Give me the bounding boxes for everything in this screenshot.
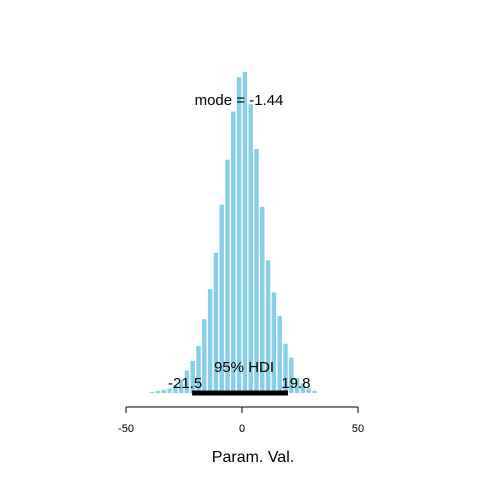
histogram-bar xyxy=(260,206,265,393)
histogram-bar xyxy=(161,389,166,393)
histogram-bar xyxy=(306,388,311,393)
hdi-high-label: 19.8 xyxy=(281,375,310,392)
histogram-bar xyxy=(312,390,317,393)
hdi-annotation: 95% HDI -21.5 19.8 xyxy=(168,359,311,396)
histogram-bar xyxy=(155,390,161,393)
histogram-bar xyxy=(231,111,236,393)
histogram-bar xyxy=(167,388,172,393)
histogram-bar xyxy=(236,77,242,393)
histogram-bar xyxy=(184,370,190,393)
histogram-bar xyxy=(173,385,178,393)
x-tick-label: 50 xyxy=(352,423,364,435)
x-axis: -50 0 50 xyxy=(118,406,364,435)
histogram-bar xyxy=(277,315,282,393)
histogram-bar xyxy=(283,343,288,393)
histogram-bar xyxy=(300,383,306,393)
x-axis-label: Param. Val. xyxy=(212,449,294,466)
histogram-bar xyxy=(202,319,207,393)
histogram-bar xyxy=(219,204,224,393)
histogram-bar xyxy=(265,260,271,393)
histogram-bar xyxy=(294,378,300,393)
x-tick-label: 0 xyxy=(239,423,245,435)
x-ticks: -50 0 50 xyxy=(118,407,364,435)
hdi-low-label: -21.5 xyxy=(168,375,202,392)
histogram-bar xyxy=(271,292,277,393)
histogram-bar xyxy=(207,289,213,393)
mode-label: mode = -1.44 xyxy=(195,92,284,109)
histogram-bars xyxy=(149,72,317,393)
histogram-bar xyxy=(254,149,259,393)
histogram-bar xyxy=(190,360,195,393)
histogram-bar xyxy=(178,380,184,393)
histogram-bar xyxy=(213,252,219,393)
histogram-bar xyxy=(248,104,253,393)
histogram-bar xyxy=(149,391,155,393)
histogram-bar xyxy=(196,345,201,393)
histogram-bar xyxy=(242,72,248,393)
x-tick-label: -50 xyxy=(118,423,134,435)
histogram-bar xyxy=(225,159,230,393)
histogram-bar xyxy=(289,357,294,393)
hdi-label: 95% HDI xyxy=(214,359,274,376)
